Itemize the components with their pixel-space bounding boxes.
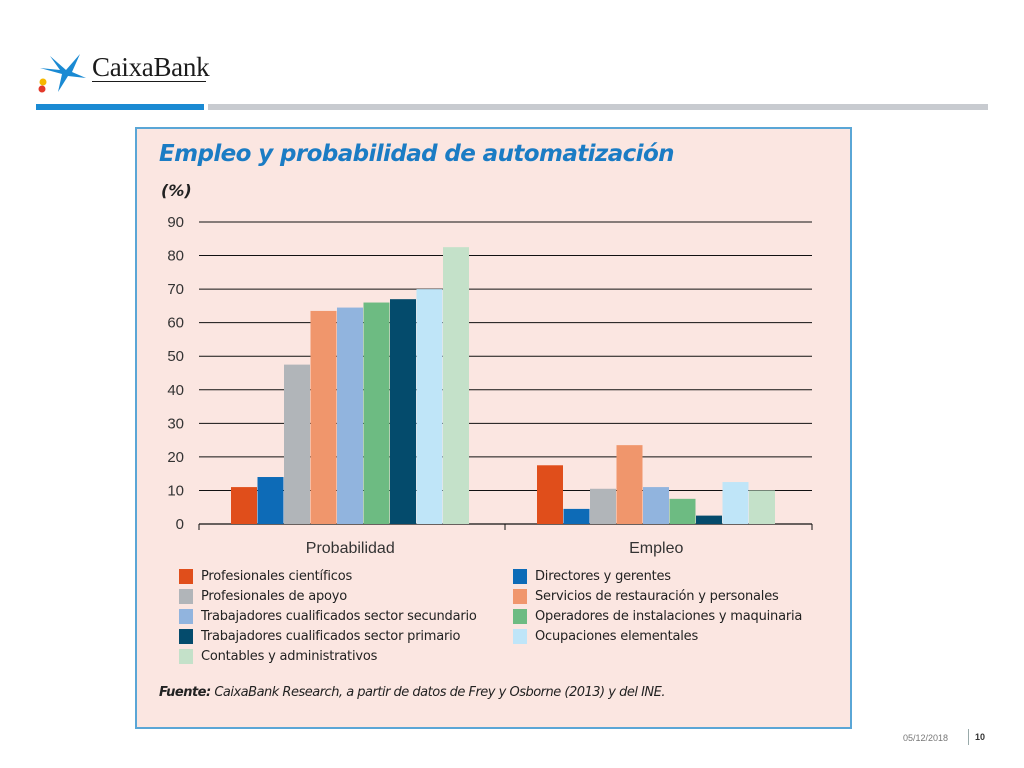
bar xyxy=(696,515,722,524)
chart-unit-label: (%) xyxy=(161,181,192,200)
y-tick-label: 60 xyxy=(167,315,184,332)
bar xyxy=(390,299,416,524)
legend-swatch xyxy=(513,589,527,604)
legend-label: Contables y administrativos xyxy=(201,649,378,664)
legend-swatch xyxy=(179,569,193,584)
y-tick-label: 40 xyxy=(167,382,184,399)
bar xyxy=(284,364,310,524)
x-category-label: Probabilidad xyxy=(306,540,395,557)
bar xyxy=(257,477,284,524)
y-tick-label: 80 xyxy=(167,248,184,265)
header-divider-bar xyxy=(208,104,988,110)
bar xyxy=(337,307,363,524)
bar xyxy=(443,247,469,524)
legend-label: Directores y gerentes xyxy=(535,569,671,584)
legend-label: Operadores de instalaciones y maquinaria xyxy=(535,609,803,624)
logo-underline xyxy=(92,81,206,82)
y-tick-label: 30 xyxy=(167,415,184,432)
legend-swatch xyxy=(179,589,193,604)
footer-date: 05/12/2018 xyxy=(903,733,949,743)
y-tick-label: 10 xyxy=(167,482,184,499)
source-note: Fuente: CaixaBank Research, a partir de … xyxy=(159,685,665,700)
y-tick-label: 90 xyxy=(167,214,184,231)
footer-separator xyxy=(968,729,969,745)
bar xyxy=(310,310,337,524)
bar xyxy=(231,487,257,524)
bar xyxy=(643,487,669,524)
chart-title: Empleo y probabilidad de automatización xyxy=(159,141,675,167)
source-text: CaixaBank Research, a partir de datos de… xyxy=(210,685,665,700)
legend-swatch xyxy=(179,649,193,664)
chart-panel: Empleo y probabilidad de automatización … xyxy=(135,127,852,729)
y-tick-label: 50 xyxy=(167,348,184,365)
legend-swatch xyxy=(179,629,193,644)
legend-label: Ocupaciones elementales xyxy=(535,629,699,644)
y-tick-label: 0 xyxy=(176,516,184,533)
header-accent-bar xyxy=(36,104,204,110)
legend-swatch xyxy=(513,569,527,584)
bar xyxy=(563,508,590,524)
brand-name: CaixaBank xyxy=(92,52,210,82)
bar-chart: 0 10 20 30 40 50 60 70 80 90 Probabilidad Empleo xyxy=(167,214,813,557)
legend-swatch xyxy=(179,609,193,624)
bar xyxy=(722,482,749,524)
star-logo-icon xyxy=(38,54,86,93)
y-tick-label: 70 xyxy=(167,281,184,298)
bar xyxy=(749,490,775,524)
legend-label: Servicios de restauración y personales xyxy=(535,589,779,604)
page-number: 10 xyxy=(975,732,986,742)
bar xyxy=(363,302,390,524)
caixabank-logo: CaixaBank xyxy=(36,50,216,96)
bar xyxy=(616,445,643,524)
source-label: Fuente: xyxy=(159,685,211,700)
legend-swatch xyxy=(513,609,527,624)
bar xyxy=(537,465,563,524)
legend-label: Trabajadores cualificados sector primari… xyxy=(201,629,461,644)
bar xyxy=(590,488,616,524)
bar xyxy=(416,289,443,524)
legend-label: Trabajadores cualificados sector secunda… xyxy=(201,609,477,624)
legend-label: Profesionales científicos xyxy=(201,569,353,584)
bar xyxy=(669,498,696,524)
chart-legend: Profesionales científicos Directores y ge… xyxy=(179,569,839,669)
x-category-label: Empleo xyxy=(629,540,683,557)
legend-swatch xyxy=(513,629,527,644)
y-tick-label: 20 xyxy=(167,449,184,466)
legend-label: Profesionales de apoyo xyxy=(201,589,348,604)
